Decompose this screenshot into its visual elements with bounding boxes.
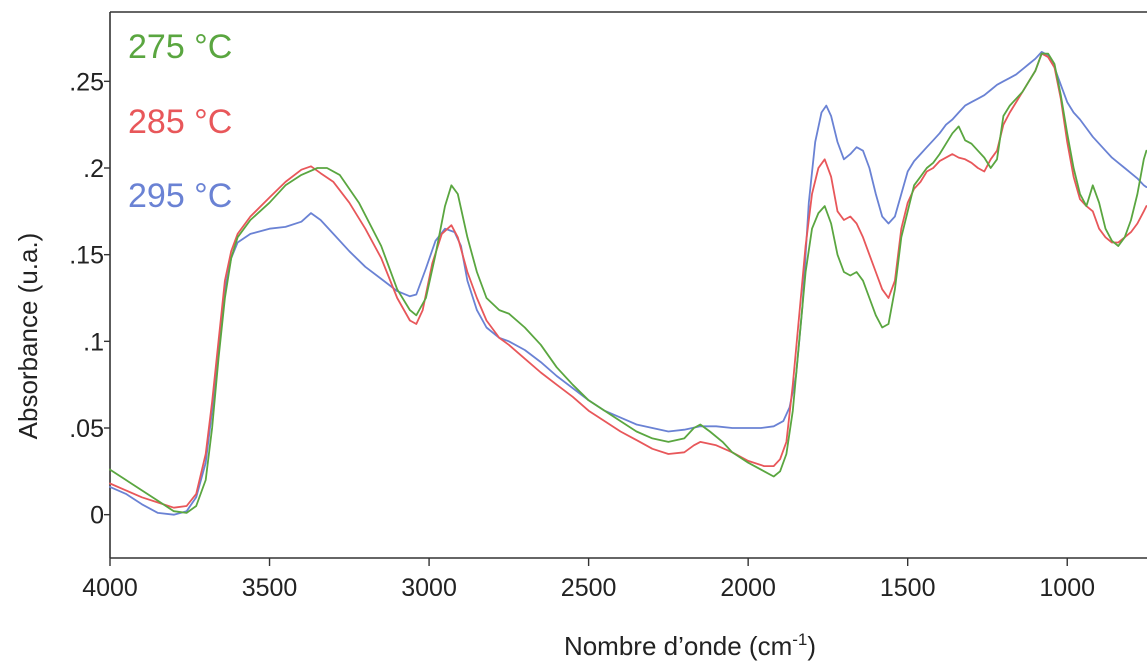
legend-entry-285: 285 °C xyxy=(128,103,232,141)
x-tick-label-1500: 1500 xyxy=(880,574,936,602)
series-line-285c xyxy=(109,52,1147,509)
x-tick-label-4000: 4000 xyxy=(82,574,138,602)
legend-entry-275: 275 °C xyxy=(128,28,232,66)
x-axis-label-end: ) xyxy=(807,631,816,661)
y-tick-label-.2: .2 xyxy=(83,155,104,183)
series-line-275c xyxy=(109,52,1147,514)
y-axis-label: Absorbance (u.a.) xyxy=(13,233,43,440)
legend-entry-295: 295 °C xyxy=(128,177,232,215)
y-tick-label-.05: .05 xyxy=(69,415,104,443)
x-tick-label-2000: 2000 xyxy=(720,574,776,602)
series-line-295c xyxy=(109,51,1147,516)
y-tick-label-.15: .15 xyxy=(69,242,104,270)
x-tick-label-1000: 1000 xyxy=(1039,574,1095,602)
x-axis-ticks: 4000 3500 3000 2500 2000 1500 1000 xyxy=(82,558,1095,602)
y-tick-label-.25: .25 xyxy=(69,68,104,96)
x-axis-label: Nombre d’onde (cm-1) xyxy=(564,630,816,661)
legend: 275 °C 285 °C 295 °C xyxy=(128,28,232,215)
x-tick-label-3500: 3500 xyxy=(242,574,298,602)
y-tick-label-0: 0 xyxy=(90,502,104,530)
spectra-series xyxy=(109,51,1147,516)
x-axis-label-main: Nombre d’onde (cm xyxy=(564,631,792,661)
x-tick-label-2500: 2500 xyxy=(561,574,617,602)
plot-frame xyxy=(109,11,1147,559)
x-axis-label-superscript: -1 xyxy=(792,630,807,649)
y-tick-label-.1: .1 xyxy=(83,328,104,356)
y-axis-ticks: 0 .05 .1 .15 .2 .25 xyxy=(69,68,110,530)
x-tick-label-3000: 3000 xyxy=(401,574,457,602)
